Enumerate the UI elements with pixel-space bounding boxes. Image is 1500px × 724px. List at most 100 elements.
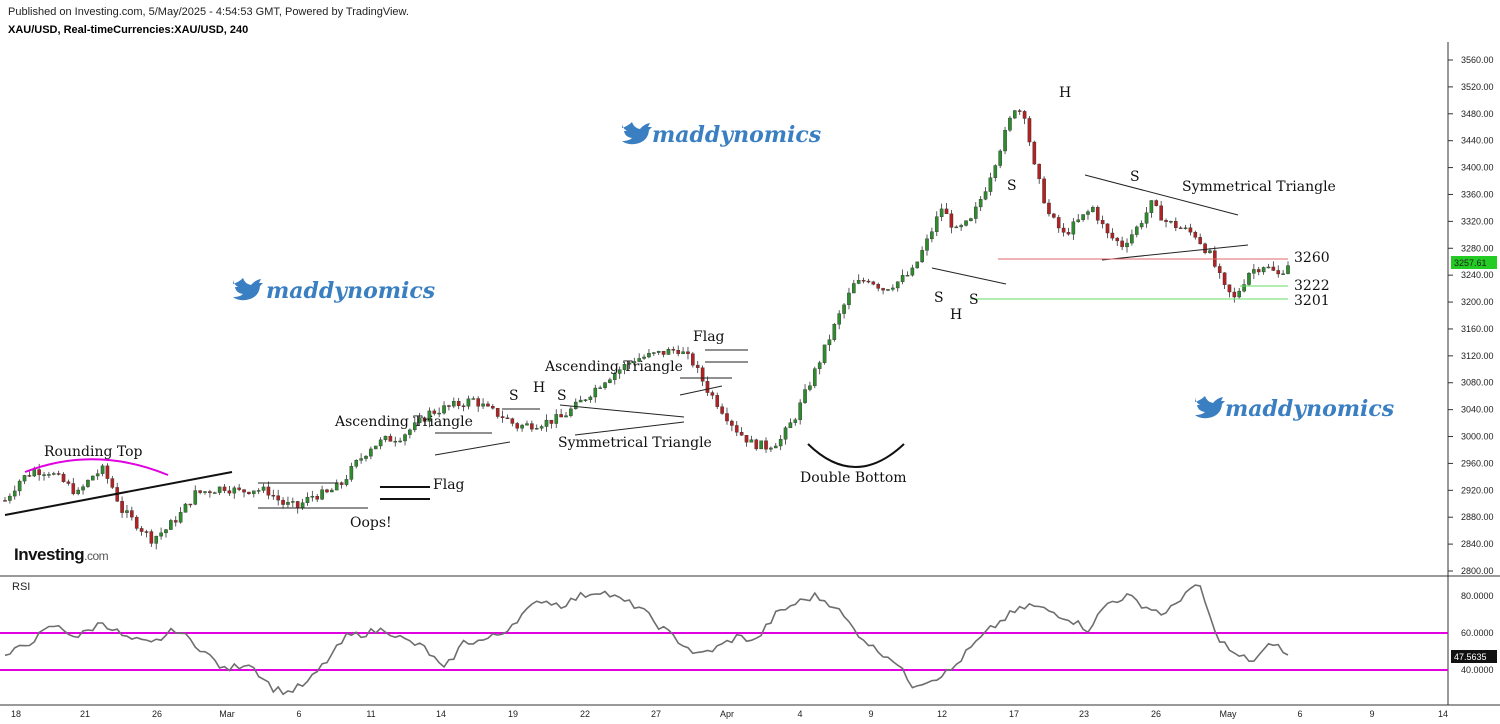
watermark-left: maddynomics [233, 278, 435, 304]
candle-body [178, 512, 183, 523]
symbol-header: XAU/USD, Real-timeCurrencies:XAU/USD, 24… [8, 24, 249, 36]
candle-body [588, 396, 593, 400]
candle-body [164, 529, 168, 534]
candle-body [388, 435, 393, 442]
candle-body [876, 284, 881, 289]
candle-body [1286, 265, 1290, 274]
candle-body [212, 492, 217, 494]
candle-body [237, 487, 241, 490]
candle-body [193, 490, 198, 505]
candle-body [442, 405, 446, 414]
sym-tri-2-top [1084, 174, 1239, 216]
sym-tri-1-bottom [574, 421, 685, 436]
candle-body [627, 362, 632, 365]
y-tick-label: 3520.00 [1461, 82, 1494, 92]
candle-body [773, 445, 778, 449]
candle-body [12, 490, 17, 497]
candle-body [3, 500, 7, 502]
candle-body [1261, 267, 1266, 273]
x-tick-label: 27 [651, 709, 661, 719]
candle-body [130, 510, 134, 518]
candle-body [325, 489, 329, 493]
candle-body [969, 218, 973, 221]
candle-body [334, 482, 339, 491]
y-tick-label: 3120.00 [1461, 351, 1494, 361]
candle-body [383, 435, 388, 441]
candle-body [232, 487, 237, 494]
candle-body [817, 362, 822, 369]
candle-body [998, 150, 1002, 166]
candle-body [95, 473, 100, 477]
candle-body [681, 351, 685, 354]
label-symmetrical-triangle-1: Symmetrical Triangle [558, 435, 712, 451]
candle-body [978, 199, 983, 208]
candle-body [1017, 110, 1022, 112]
candle-body [583, 399, 588, 401]
x-tick-label: 6 [1297, 709, 1302, 719]
candle-body [847, 292, 851, 306]
candle-body [349, 466, 354, 480]
label-symmetrical-triangle-2: Symmetrical Triangle [1182, 179, 1336, 195]
candle-body [871, 281, 876, 285]
candle-body [491, 406, 495, 409]
candle-body [573, 401, 578, 410]
candle-body [988, 177, 993, 192]
candle-body [925, 238, 929, 251]
candle-body [27, 475, 32, 477]
candle-body [154, 535, 159, 544]
level-3222-label: 3222 [1294, 278, 1330, 294]
logo-name: Investing [14, 545, 85, 564]
label-h-hs2: H [1059, 85, 1071, 101]
candle-body [456, 401, 461, 407]
candle-body [56, 473, 61, 475]
candle-body [8, 495, 12, 501]
candle-body [417, 417, 422, 423]
label-s-right-small: S [557, 388, 567, 404]
y-tick-label: 2920.00 [1461, 485, 1494, 495]
candle-body [710, 392, 715, 396]
candle-body [500, 416, 505, 418]
y-tick-label: 3000.00 [1461, 432, 1494, 442]
candle-body [1120, 240, 1124, 248]
rsi-tick-label: 60.0000 [1461, 628, 1494, 638]
label-h-small: H [533, 380, 545, 396]
candle-body [861, 280, 866, 282]
last-price-value: 3257.61 [1454, 258, 1487, 268]
candle-body [754, 439, 759, 450]
candle-body [808, 385, 812, 390]
label-s-left-small: S [509, 388, 519, 404]
y-tick-label: 3160.00 [1461, 324, 1494, 334]
candle-body [749, 439, 754, 443]
x-tick-label: 14 [1438, 709, 1448, 719]
candle-body [1008, 117, 1012, 131]
candle-body [481, 403, 485, 407]
label-s-right-hs2: S [1130, 169, 1140, 185]
x-tick-label: 26 [1151, 709, 1161, 719]
watermark-text: maddynomics [1225, 396, 1394, 422]
candle-body [51, 473, 56, 475]
candle-body [251, 490, 256, 494]
candle-body [1154, 200, 1159, 206]
candle-body [895, 281, 900, 289]
candle-body [432, 410, 437, 414]
y-tick-label: 3360.00 [1461, 189, 1494, 199]
candle-body [66, 481, 71, 484]
candle-body [476, 398, 480, 407]
x-tick-label: May [1219, 709, 1237, 719]
candle-body [32, 469, 37, 477]
candle-body [461, 405, 466, 408]
candle-body [1037, 163, 1042, 180]
x-tick-label: 9 [868, 709, 873, 719]
candle-body [886, 289, 890, 291]
candle-body [944, 208, 949, 215]
candle-body [1208, 250, 1212, 253]
candle-body [188, 503, 193, 506]
candle-body [852, 283, 856, 294]
rsi-tick-label: 40.0000 [1461, 665, 1494, 675]
double-bottom-arc [807, 443, 905, 468]
candle-body [344, 479, 349, 485]
candle-body [76, 489, 80, 495]
candle-body [973, 206, 978, 219]
y-tick-label: 2800.00 [1461, 566, 1494, 576]
